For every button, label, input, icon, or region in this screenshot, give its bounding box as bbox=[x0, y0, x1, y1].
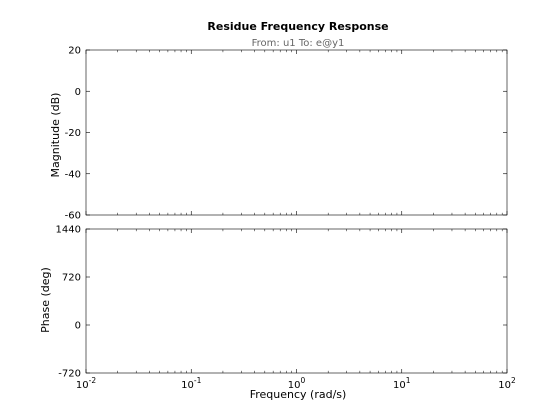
magnitude-y-tick-label: 0 bbox=[75, 87, 81, 98]
x-tick-label: 102 bbox=[498, 376, 516, 391]
magnitude-y-tick-label: -20 bbox=[65, 128, 81, 139]
x-axis-label: Frequency (rad/s) bbox=[250, 388, 347, 401]
x-tick-label: 10-1 bbox=[181, 376, 201, 391]
x-tick-label: 101 bbox=[393, 376, 411, 391]
x-tick-label: 100 bbox=[288, 376, 306, 391]
chart-subtitle: From: u1 To: e@y1 bbox=[252, 38, 345, 49]
x-tick-label: 10-2 bbox=[76, 376, 96, 391]
chart-title: Residue Frequency Response bbox=[207, 20, 388, 33]
phase-y-tick-label: 720 bbox=[62, 273, 81, 284]
phase-y-axis-label: Phase (deg) bbox=[39, 267, 52, 333]
magnitude-axes-box bbox=[85, 49, 508, 216]
magnitude-y-tick-label: -60 bbox=[65, 211, 81, 222]
phase-y-tick-label: 1440 bbox=[56, 225, 81, 236]
magnitude-y-tick-label: 20 bbox=[68, 46, 81, 57]
phase-axes-box bbox=[85, 228, 508, 374]
phase-y-tick-label: 0 bbox=[75, 321, 81, 332]
magnitude-y-axis-label: Magnitude (dB) bbox=[49, 93, 62, 178]
phase-y-tick-label: -720 bbox=[58, 369, 81, 380]
magnitude-y-tick-label: -40 bbox=[65, 169, 81, 180]
